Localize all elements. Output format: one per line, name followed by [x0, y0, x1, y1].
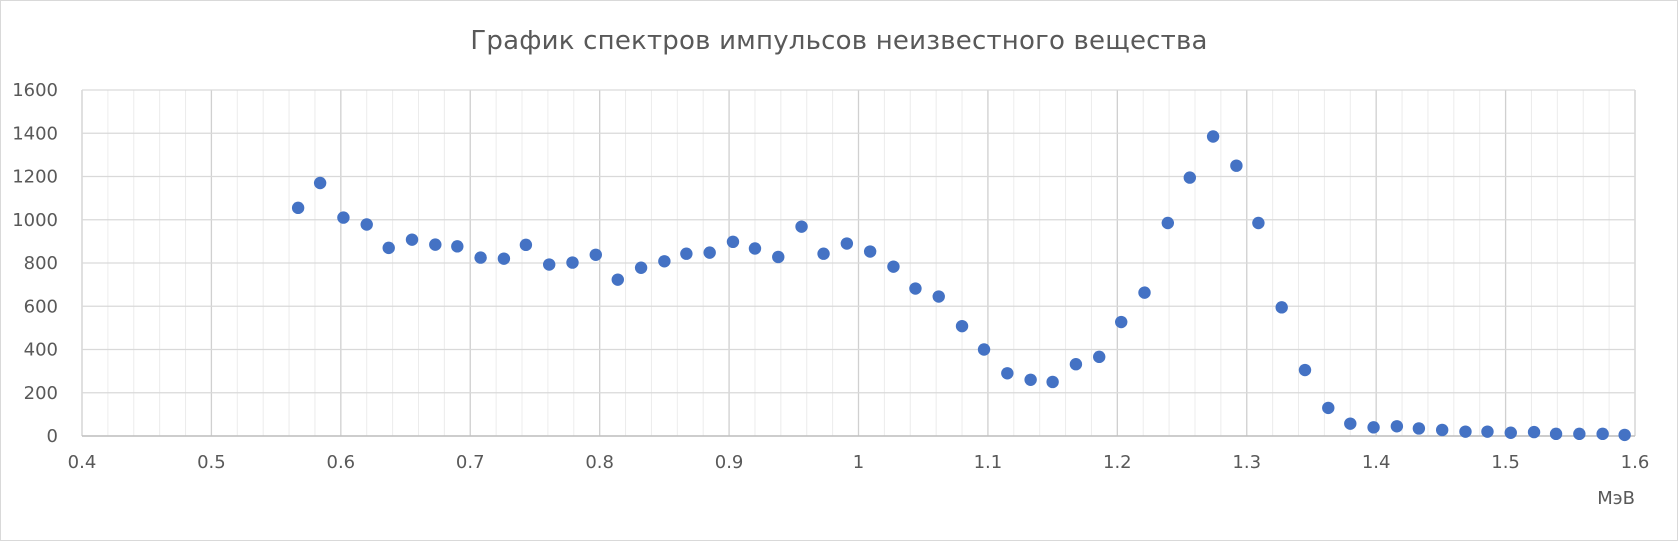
data-point — [955, 319, 969, 333]
data-point — [840, 237, 854, 250]
data-point — [1298, 363, 1312, 377]
data-point — [1046, 375, 1059, 389]
x-tick-label: 0.5 — [197, 452, 226, 473]
x-tick-label: 1.3 — [1232, 452, 1261, 473]
data-point — [909, 282, 922, 295]
data-point — [313, 176, 327, 190]
data-point — [291, 201, 305, 215]
y-tick-label: 800 — [24, 253, 58, 274]
data-point — [726, 235, 740, 249]
data-point — [1252, 216, 1265, 230]
data-point — [611, 273, 624, 286]
data-point — [1344, 417, 1357, 430]
data-point — [1367, 421, 1380, 434]
data-point — [566, 256, 579, 269]
data-point — [1596, 427, 1609, 441]
data-point — [1275, 301, 1288, 314]
data-point — [1115, 315, 1128, 329]
x-axis-label: МэВ — [1597, 488, 1635, 509]
data-point — [1481, 425, 1494, 438]
x-tick-label: 1 — [853, 452, 864, 473]
x-tick-label: 0.6 — [327, 452, 356, 473]
x-tick-label: 0.9 — [715, 452, 744, 473]
data-point — [1161, 216, 1175, 230]
data-point — [1138, 286, 1151, 299]
data-point — [360, 218, 373, 231]
data-point — [680, 247, 693, 260]
data-point — [1435, 423, 1449, 437]
x-tick-label: 1.4 — [1362, 452, 1391, 473]
data-point — [1459, 425, 1472, 438]
y-tick-label: 1600 — [12, 80, 58, 101]
x-tick-label: 0.7 — [456, 452, 485, 473]
data-point — [474, 251, 487, 264]
x-tick-label: 1.6 — [1621, 452, 1650, 473]
data-point — [1206, 130, 1220, 143]
data-point — [1390, 420, 1404, 433]
data-point — [932, 290, 945, 303]
data-point — [817, 247, 830, 260]
data-point — [542, 258, 556, 271]
y-tick-label: 1200 — [12, 167, 58, 188]
y-tick-labels: 0 200 400 600 800 1000 1200 1400 1600 — [12, 80, 58, 447]
data-point — [795, 220, 808, 233]
data-point — [658, 255, 671, 268]
data-points — [291, 130, 1631, 442]
data-point — [748, 242, 762, 255]
data-point — [429, 238, 442, 251]
x-tick-labels: 0.4 0.5 0.6 0.7 0.8 0.9 1 1.1 1.2 1.3 1.4 1.5 1.6 — [68, 452, 1650, 473]
data-point — [703, 246, 716, 259]
x-tick-label: 0.8 — [585, 452, 614, 473]
y-tick-label: 600 — [24, 296, 58, 317]
data-point — [1322, 401, 1335, 415]
data-point — [1527, 425, 1541, 439]
data-point — [1024, 373, 1037, 386]
data-point — [1504, 426, 1517, 439]
data-point — [497, 252, 511, 265]
y-tick-label: 400 — [24, 340, 58, 361]
data-point — [1618, 428, 1631, 442]
data-point — [405, 233, 419, 246]
x-tick-label: 0.4 — [68, 452, 97, 473]
y-tick-label: 1000 — [12, 210, 58, 231]
data-point — [589, 248, 602, 261]
data-point — [1573, 427, 1586, 441]
data-point — [1093, 350, 1106, 364]
data-point — [1069, 358, 1083, 371]
data-point — [977, 343, 991, 356]
data-point — [451, 240, 464, 253]
x-tick-label: 1.5 — [1491, 452, 1520, 473]
chart-title: График спектров импульсов неизвестного в… — [470, 26, 1208, 56]
data-point — [1183, 171, 1197, 184]
y-tick-label: 1400 — [12, 123, 58, 144]
y-tick-label: 200 — [24, 383, 58, 404]
data-point — [772, 250, 785, 264]
data-point — [1230, 159, 1243, 172]
data-point — [382, 241, 395, 255]
data-point — [887, 260, 900, 273]
data-point — [1412, 422, 1426, 435]
x-tick-label: 1.2 — [1103, 452, 1132, 473]
data-point — [519, 238, 533, 252]
data-point — [337, 211, 350, 224]
data-point — [863, 245, 877, 258]
x-tick-label: 1.1 — [974, 452, 1003, 473]
y-tick-label: 0 — [47, 426, 58, 447]
data-point — [1001, 367, 1014, 380]
data-point — [634, 261, 648, 274]
major-gridlines — [81, 89, 1636, 437]
data-point — [1549, 427, 1563, 441]
